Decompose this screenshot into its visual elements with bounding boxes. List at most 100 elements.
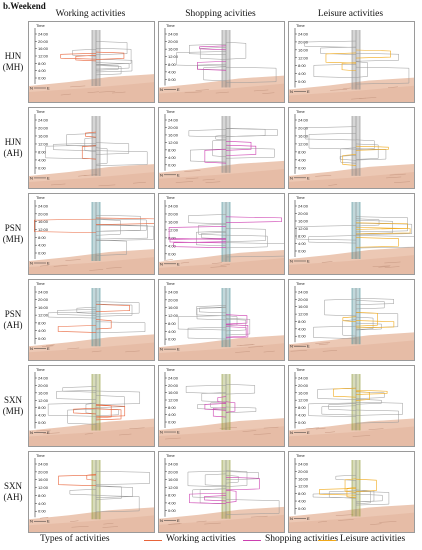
legend-swatch-working [144,540,162,541]
time-tick-label: 12:00 [168,140,179,145]
row-header: SXN (MH) [0,395,26,417]
base-map-road [235,351,250,353]
time-axis-label: Time [166,23,176,28]
row-header: HJN (AH) [0,137,26,159]
time-tick-label: 4:00 [298,499,307,504]
activity-trajectory [319,488,357,496]
trajectory-path [187,470,227,488]
time-tick-label: 0:00 [168,77,177,82]
compass-north-label: N [290,258,293,263]
time-tick-label: 20:00 [168,469,179,474]
time-tick-label: 20:00 [298,39,309,44]
time-tick-label: 20:00 [168,297,179,302]
activity-trajectory [217,396,227,403]
compass-north-label: N [30,346,33,351]
legend-swatch-leisure [318,540,336,541]
time-tick-label: 24:00 [38,32,49,37]
trajectory-path [196,307,227,321]
figure-title: b.Weekend [3,1,46,11]
trajectory-path [69,489,97,496]
activity-trajectory [173,241,227,249]
space-time-cube: Time 0:00 4:00 8:00 12:00 16:00 20:00 24:00 N E [289,281,414,360]
base-map-terrain-shade [289,426,414,446]
time-tick-label: 8:00 [38,61,47,66]
trajectory-path [324,298,357,317]
compass-north-label: N [30,519,33,524]
base-map-road [338,519,354,521]
time-tick-label: 16:00 [168,47,179,52]
time-tick-label: 4:00 [38,328,47,333]
time-tick-label: 16:00 [298,390,309,395]
trajectory-path [296,225,357,241]
activity-trajectory [95,404,112,419]
activity-trajectory [332,387,357,398]
base-map-road [292,344,309,346]
trajectory-path [47,311,97,319]
base-map-road [370,523,382,525]
time-axis-label: Time [166,453,176,458]
base-map-road [335,514,354,516]
legend-label-leisure: Leisure activities [340,534,406,544]
base-map-road [352,435,371,437]
space-time-cube: Time 0:00 4:00 8:00 12:00 16:00 20:00 24:00 N E [159,23,284,102]
base-map-road [60,93,71,96]
time-tick-label: 24:00 [298,204,309,209]
space-time-cube: Time 0:00 4:00 8:00 12:00 16:00 20:00 24:00 N E [159,367,284,446]
activity-trajectory [355,389,388,395]
space-time-panel: Time 0:00 4:00 8:00 12:00 16:00 20:00 24:00 N E [288,279,415,361]
time-tick-label: 8:00 [38,405,47,410]
trajectory-path [212,139,227,158]
base-map-road [46,344,55,347]
trajectory-path [313,325,357,339]
space-time-cube: Time 0:00 4:00 8:00 12:00 16:00 20:00 24:00 N E [289,367,414,446]
space-time-panel: Time 0:00 4:00 8:00 12:00 16:00 20:00 24:00 N E [288,107,415,189]
base-map-road [328,184,338,186]
base-map-terrain-shade [159,168,284,188]
trajectory-path [95,301,140,315]
activity-trajectory [355,49,391,59]
row-header-line: (MH) [2,234,24,244]
trajectory-path [355,218,380,227]
time-tick-label: 12:00 [168,227,179,232]
compass-north-label: N [290,516,293,521]
trajectory-path [339,155,357,161]
base-map-road [253,433,271,435]
time-tick-label: 4:00 [298,71,307,76]
trajectory-path [225,42,247,60]
activity-trajectory [355,478,377,492]
compass-north-label: N [30,175,33,180]
row-header-line: SXN [3,395,22,405]
trajectory-path [76,306,97,314]
time-tick-label: 8:00 [38,320,47,325]
time-tick-label: 20:00 [168,211,179,216]
compass-east-label: E [177,518,180,523]
trajectory-path [188,129,227,138]
space-time-panel: Time 0:00 4:00 8:00 12:00 16:00 20:00 24:00 N E [28,193,155,275]
trajectory-path [355,312,399,329]
trajectory-path [355,409,399,424]
space-time-panel: Time 0:00 4:00 8:00 12:00 16:00 20:00 24:00 N E [158,107,285,189]
time-tick-label: 8:00 [298,405,307,410]
compass-east-label: E [307,89,310,94]
time-tick-label: 16:00 [38,390,49,395]
time-axis-label: Time [296,453,306,458]
trajectory-path [355,222,413,235]
trajectory-path [95,486,133,498]
time-tick-label: 20:00 [38,39,49,44]
row-header-line: (AH) [3,148,23,158]
base-map-road [342,87,351,90]
base-map-road [250,515,268,518]
trajectory-path [225,475,239,484]
trajectory-path [95,41,128,55]
base-map-road [39,264,49,267]
activity-trajectory [355,237,399,248]
row-header: SXN (AH) [0,481,26,503]
compass-east-label: E [47,261,50,266]
compass-east-label: E [177,172,180,177]
time-tick-label: 4:00 [38,68,47,73]
trajectory-path [355,66,410,85]
base-map-terrain-shade [289,340,414,360]
time-tick-label: 4:00 [168,329,177,334]
base-map-road [322,350,338,352]
base-map-road [180,261,190,264]
